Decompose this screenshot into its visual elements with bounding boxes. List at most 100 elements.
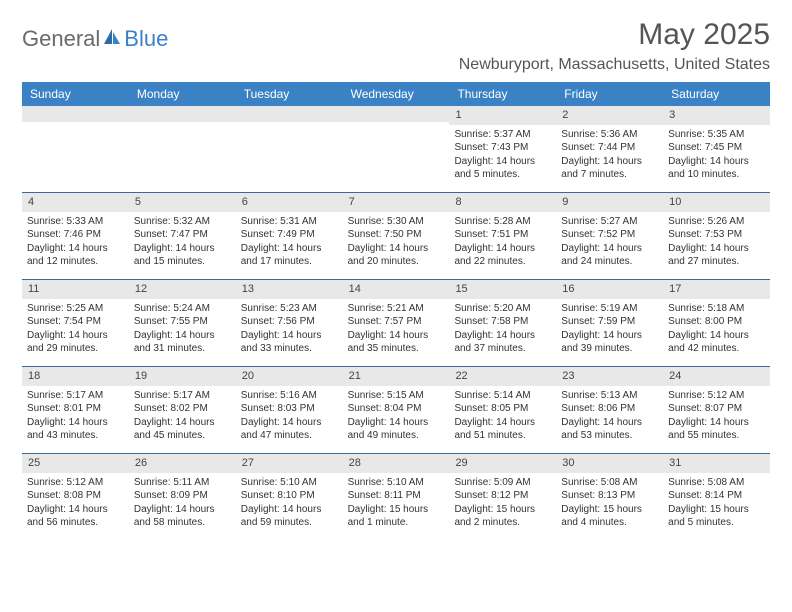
sunset-text: Sunset: 8:14 PM bbox=[668, 489, 765, 503]
daylight-text: Daylight: 14 hours and 42 minutes. bbox=[668, 329, 765, 356]
sunset-text: Sunset: 8:03 PM bbox=[241, 402, 338, 416]
day-number: 24 bbox=[663, 367, 770, 386]
sunrise-text: Sunrise: 5:32 AM bbox=[134, 215, 231, 229]
day-number: 19 bbox=[129, 367, 236, 386]
sunset-text: Sunset: 7:52 PM bbox=[561, 228, 658, 242]
day-cell: 10Sunrise: 5:26 AMSunset: 7:53 PMDayligh… bbox=[663, 193, 770, 279]
day-cell: 2Sunrise: 5:36 AMSunset: 7:44 PMDaylight… bbox=[556, 106, 663, 192]
sunrise-text: Sunrise: 5:27 AM bbox=[561, 215, 658, 229]
day-cell: 31Sunrise: 5:08 AMSunset: 8:14 PMDayligh… bbox=[663, 454, 770, 540]
brand-part2: Blue bbox=[124, 26, 168, 52]
day-number: 7 bbox=[343, 193, 450, 212]
sunrise-text: Sunrise: 5:11 AM bbox=[134, 476, 231, 490]
day-number: 27 bbox=[236, 454, 343, 473]
day-body: Sunrise: 5:08 AMSunset: 8:14 PMDaylight:… bbox=[663, 473, 770, 536]
day-body: Sunrise: 5:32 AMSunset: 7:47 PMDaylight:… bbox=[129, 212, 236, 275]
day-body: Sunrise: 5:18 AMSunset: 8:00 PMDaylight:… bbox=[663, 299, 770, 362]
day-cell: 27Sunrise: 5:10 AMSunset: 8:10 PMDayligh… bbox=[236, 454, 343, 540]
day-cell: 15Sunrise: 5:20 AMSunset: 7:58 PMDayligh… bbox=[449, 280, 556, 366]
daylight-text: Daylight: 14 hours and 56 minutes. bbox=[27, 503, 124, 530]
day-cell: 8Sunrise: 5:28 AMSunset: 7:51 PMDaylight… bbox=[449, 193, 556, 279]
sail-icon bbox=[102, 27, 122, 52]
day-cell bbox=[343, 106, 450, 192]
week-row: 4Sunrise: 5:33 AMSunset: 7:46 PMDaylight… bbox=[22, 193, 770, 280]
daylight-text: Daylight: 14 hours and 45 minutes. bbox=[134, 416, 231, 443]
day-cell bbox=[22, 106, 129, 192]
brand-logo: General Blue bbox=[22, 18, 168, 52]
day-number: 13 bbox=[236, 280, 343, 299]
daylight-text: Daylight: 14 hours and 15 minutes. bbox=[134, 242, 231, 269]
daylight-text: Daylight: 14 hours and 31 minutes. bbox=[134, 329, 231, 356]
day-number: 18 bbox=[22, 367, 129, 386]
sunset-text: Sunset: 8:09 PM bbox=[134, 489, 231, 503]
day-cell: 6Sunrise: 5:31 AMSunset: 7:49 PMDaylight… bbox=[236, 193, 343, 279]
day-number: 16 bbox=[556, 280, 663, 299]
day-body bbox=[129, 122, 236, 131]
daylight-text: Daylight: 15 hours and 4 minutes. bbox=[561, 503, 658, 530]
day-body: Sunrise: 5:21 AMSunset: 7:57 PMDaylight:… bbox=[343, 299, 450, 362]
day-cell: 14Sunrise: 5:21 AMSunset: 7:57 PMDayligh… bbox=[343, 280, 450, 366]
day-number bbox=[343, 106, 450, 122]
day-cell: 3Sunrise: 5:35 AMSunset: 7:45 PMDaylight… bbox=[663, 106, 770, 192]
sunrise-text: Sunrise: 5:19 AM bbox=[561, 302, 658, 316]
location-subtitle: Newburyport, Massachusetts, United State… bbox=[459, 56, 770, 74]
day-body: Sunrise: 5:23 AMSunset: 7:56 PMDaylight:… bbox=[236, 299, 343, 362]
day-body: Sunrise: 5:20 AMSunset: 7:58 PMDaylight:… bbox=[449, 299, 556, 362]
day-body: Sunrise: 5:27 AMSunset: 7:52 PMDaylight:… bbox=[556, 212, 663, 275]
weekday-header-row: Sunday Monday Tuesday Wednesday Thursday… bbox=[22, 82, 770, 106]
daylight-text: Daylight: 14 hours and 24 minutes. bbox=[561, 242, 658, 269]
day-cell: 17Sunrise: 5:18 AMSunset: 8:00 PMDayligh… bbox=[663, 280, 770, 366]
daylight-text: Daylight: 14 hours and 39 minutes. bbox=[561, 329, 658, 356]
sunrise-text: Sunrise: 5:31 AM bbox=[241, 215, 338, 229]
day-number: 3 bbox=[663, 106, 770, 125]
day-cell: 5Sunrise: 5:32 AMSunset: 7:47 PMDaylight… bbox=[129, 193, 236, 279]
day-body: Sunrise: 5:10 AMSunset: 8:11 PMDaylight:… bbox=[343, 473, 450, 536]
day-body: Sunrise: 5:33 AMSunset: 7:46 PMDaylight:… bbox=[22, 212, 129, 275]
daylight-text: Daylight: 14 hours and 10 minutes. bbox=[668, 155, 765, 182]
sunrise-text: Sunrise: 5:13 AM bbox=[561, 389, 658, 403]
sunrise-text: Sunrise: 5:24 AM bbox=[134, 302, 231, 316]
sunset-text: Sunset: 7:53 PM bbox=[668, 228, 765, 242]
daylight-text: Daylight: 14 hours and 17 minutes. bbox=[241, 242, 338, 269]
sunset-text: Sunset: 8:05 PM bbox=[454, 402, 551, 416]
daylight-text: Daylight: 14 hours and 12 minutes. bbox=[27, 242, 124, 269]
day-body: Sunrise: 5:25 AMSunset: 7:54 PMDaylight:… bbox=[22, 299, 129, 362]
day-number: 15 bbox=[449, 280, 556, 299]
calendar-grid: Sunday Monday Tuesday Wednesday Thursday… bbox=[22, 82, 770, 540]
week-row: 25Sunrise: 5:12 AMSunset: 8:08 PMDayligh… bbox=[22, 454, 770, 540]
daylight-text: Daylight: 14 hours and 58 minutes. bbox=[134, 503, 231, 530]
day-number: 21 bbox=[343, 367, 450, 386]
daylight-text: Daylight: 14 hours and 33 minutes. bbox=[241, 329, 338, 356]
sunrise-text: Sunrise: 5:12 AM bbox=[27, 476, 124, 490]
daylight-text: Daylight: 14 hours and 51 minutes. bbox=[454, 416, 551, 443]
sunrise-text: Sunrise: 5:16 AM bbox=[241, 389, 338, 403]
day-number: 17 bbox=[663, 280, 770, 299]
day-number: 4 bbox=[22, 193, 129, 212]
weekday-header: Tuesday bbox=[236, 82, 343, 106]
sunrise-text: Sunrise: 5:12 AM bbox=[668, 389, 765, 403]
day-body: Sunrise: 5:28 AMSunset: 7:51 PMDaylight:… bbox=[449, 212, 556, 275]
sunset-text: Sunset: 7:43 PM bbox=[454, 141, 551, 155]
day-cell: 24Sunrise: 5:12 AMSunset: 8:07 PMDayligh… bbox=[663, 367, 770, 453]
sunset-text: Sunset: 7:58 PM bbox=[454, 315, 551, 329]
daylight-text: Daylight: 14 hours and 37 minutes. bbox=[454, 329, 551, 356]
daylight-text: Daylight: 14 hours and 7 minutes. bbox=[561, 155, 658, 182]
day-number: 23 bbox=[556, 367, 663, 386]
day-cell bbox=[129, 106, 236, 192]
day-number: 29 bbox=[449, 454, 556, 473]
day-body: Sunrise: 5:10 AMSunset: 8:10 PMDaylight:… bbox=[236, 473, 343, 536]
sunset-text: Sunset: 7:51 PM bbox=[454, 228, 551, 242]
day-cell bbox=[236, 106, 343, 192]
daylight-text: Daylight: 14 hours and 35 minutes. bbox=[348, 329, 445, 356]
day-cell: 11Sunrise: 5:25 AMSunset: 7:54 PMDayligh… bbox=[22, 280, 129, 366]
daylight-text: Daylight: 14 hours and 27 minutes. bbox=[668, 242, 765, 269]
day-number: 28 bbox=[343, 454, 450, 473]
sunset-text: Sunset: 8:11 PM bbox=[348, 489, 445, 503]
day-body: Sunrise: 5:12 AMSunset: 8:08 PMDaylight:… bbox=[22, 473, 129, 536]
day-body: Sunrise: 5:13 AMSunset: 8:06 PMDaylight:… bbox=[556, 386, 663, 449]
day-body: Sunrise: 5:35 AMSunset: 7:45 PMDaylight:… bbox=[663, 125, 770, 188]
day-number: 5 bbox=[129, 193, 236, 212]
day-cell: 21Sunrise: 5:15 AMSunset: 8:04 PMDayligh… bbox=[343, 367, 450, 453]
sunset-text: Sunset: 7:49 PM bbox=[241, 228, 338, 242]
daylight-text: Daylight: 14 hours and 29 minutes. bbox=[27, 329, 124, 356]
